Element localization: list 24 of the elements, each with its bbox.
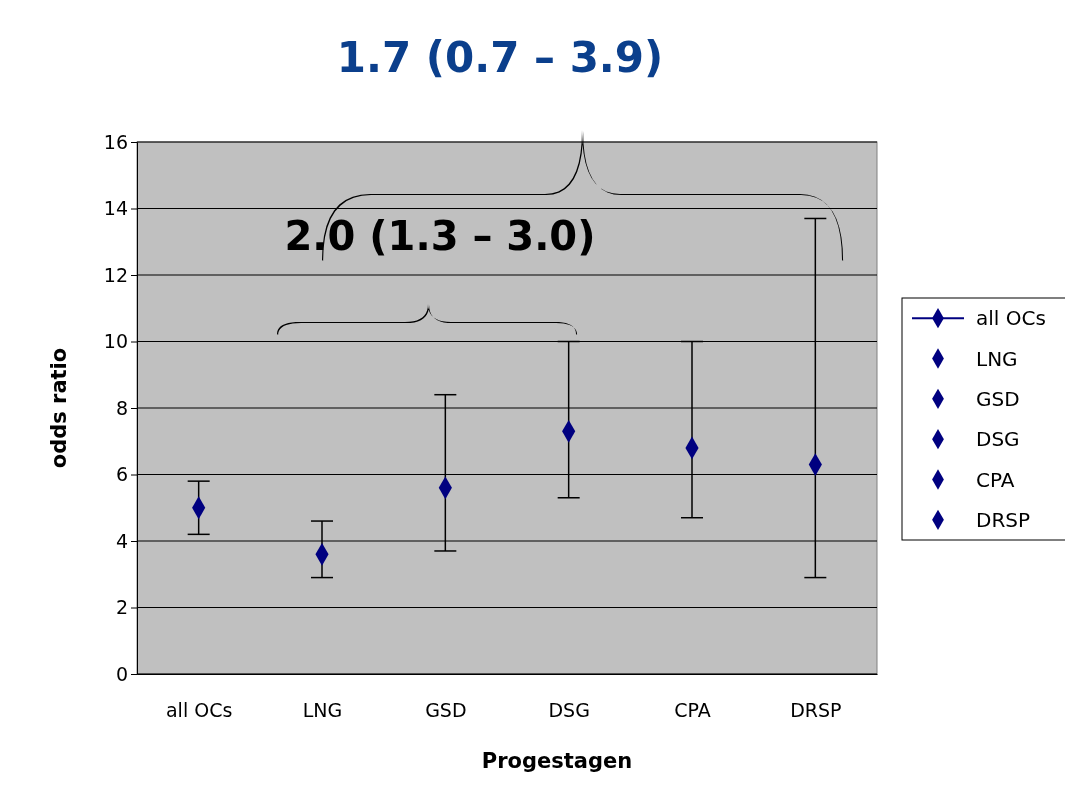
x-tick-label: LNG [302, 699, 343, 722]
legend-label: DSG [976, 427, 1020, 452]
chart-title: 1.7 (0.7 – 3.9) [336, 33, 664, 82]
legend-label: LNG [976, 346, 1018, 371]
y-tick-label: 10 [103, 330, 128, 353]
x-tick-label: DRSP [790, 699, 842, 722]
y-tick-label: 6 [115, 463, 128, 486]
x-tick-label: CPA [674, 699, 711, 722]
legend-label: GSD [976, 386, 1020, 411]
y-tick-label: 16 [103, 130, 128, 153]
y-tick-label: 12 [103, 263, 128, 286]
x-axis-title: Progestagen [481, 749, 633, 773]
legend-label: all OCs [976, 306, 1046, 331]
legend-label: DRSP [976, 507, 1031, 532]
x-tick-label: all OCs [165, 699, 233, 722]
y-tick-label: 8 [115, 396, 128, 419]
y-tick-label: 14 [103, 197, 128, 220]
x-tick-label: GSD [425, 699, 467, 722]
y-axis-title: odds ratio [47, 347, 71, 469]
x-tick-label: DSG [548, 699, 590, 722]
y-tick-label: 0 [115, 662, 128, 685]
y-tick-label: 2 [115, 596, 128, 619]
legend-label: CPA [976, 467, 1015, 492]
y-tick-label: 4 [115, 529, 128, 552]
